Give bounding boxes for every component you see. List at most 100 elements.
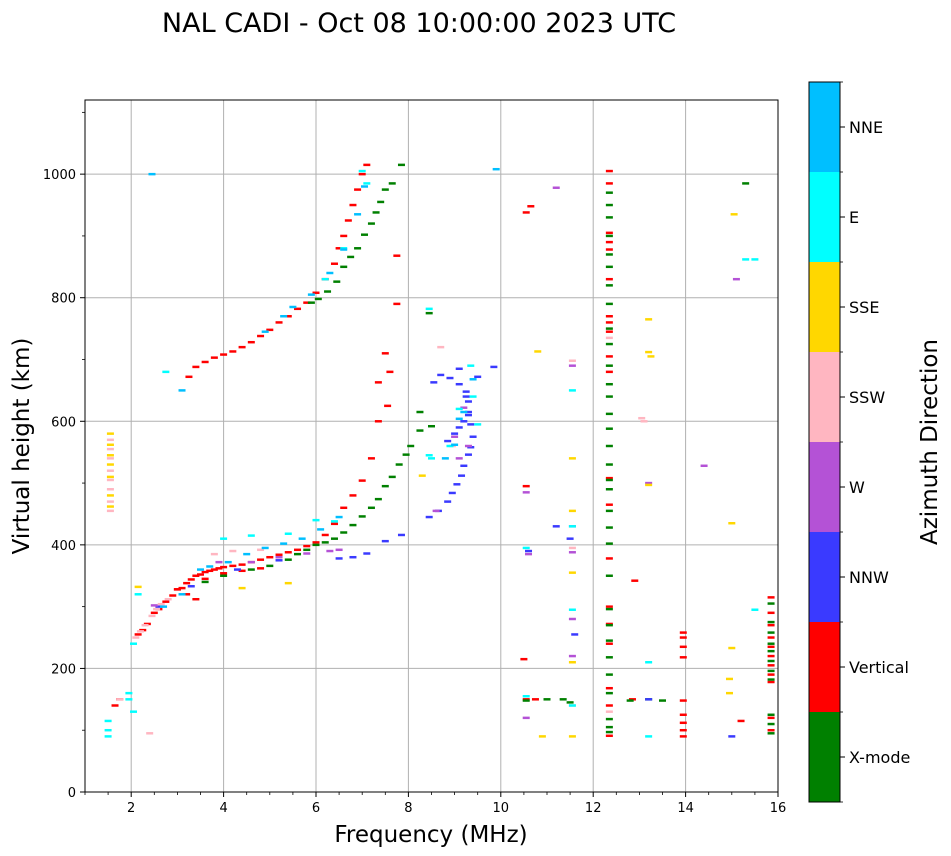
echo-point-x-mode — [767, 620, 775, 624]
echo-point-x-mode — [605, 444, 613, 448]
echo-point-nne — [455, 417, 463, 421]
x-axis-ticks: 2 4 6 8 10 12 14 16 — [84, 792, 787, 816]
echo-point-x-mode — [307, 301, 315, 304]
chart-title: NAL CADI - Oct 08 10:00:00 2023 UTC — [162, 8, 676, 39]
echo-point-vertical — [340, 234, 348, 238]
echo-point-x-mode — [397, 163, 405, 167]
echo-point-e — [446, 444, 454, 448]
echo-point-w — [247, 560, 255, 564]
echo-point-x-mode — [559, 698, 567, 701]
echo-point-vertical — [767, 611, 775, 615]
echo-point-x-mode — [522, 699, 530, 702]
echo-point-nnw — [446, 376, 454, 380]
colorbar-frame — [808, 81, 841, 803]
echo-point-x-mode — [340, 531, 348, 534]
echo-point-vertical — [679, 656, 687, 659]
echo-point-x-mode — [605, 191, 613, 194]
echo-point-vertical — [531, 698, 539, 701]
echo-point-vertical — [767, 596, 775, 599]
echo-point-ssw — [640, 420, 648, 423]
colorbar-tick-label: NNE — [849, 118, 883, 137]
echo-point-vertical — [178, 586, 186, 590]
echo-point-vertical — [312, 291, 320, 295]
echo-point-x-mode — [605, 395, 613, 398]
echo-point-e — [363, 182, 371, 185]
echo-point-vertical — [767, 680, 775, 684]
echo-point-nne — [206, 565, 214, 568]
echo-point-vertical — [767, 623, 775, 627]
echo-point-nnw — [453, 483, 461, 486]
echo-point-sse — [106, 454, 114, 457]
echo-point-x-mode — [354, 247, 362, 250]
echo-point-vertical — [520, 657, 528, 661]
y-tick-label: 200 — [51, 662, 76, 677]
echo-point-e — [751, 258, 759, 261]
echo-point-nnw — [460, 420, 468, 423]
echo-point-x-mode — [324, 290, 332, 293]
echo-point-vertical — [605, 355, 613, 358]
echo-point-ssw — [146, 732, 154, 735]
echo-point-e — [568, 525, 576, 528]
echo-point-vertical — [312, 541, 320, 544]
colorbar-swatch-x-mode — [809, 712, 840, 802]
echo-point-nne — [178, 389, 186, 392]
echo-point-nne — [224, 560, 232, 564]
echo-point-ssw — [157, 602, 165, 606]
echo-point-nne — [261, 546, 269, 550]
echo-point-e — [130, 710, 138, 713]
colorbar-swatch-vertical — [809, 622, 840, 712]
echo-point-x-mode — [767, 713, 775, 717]
echo-point-x-mode — [605, 488, 613, 491]
echo-point-vertical — [679, 636, 687, 639]
echo-point-vertical — [605, 704, 613, 707]
echo-point-e — [645, 735, 653, 738]
echo-point-vertical — [605, 321, 613, 324]
echo-point-ssw — [164, 597, 172, 601]
echo-point-x-mode — [347, 255, 355, 259]
echo-point-vertical — [679, 721, 687, 725]
echo-point-vertical — [330, 262, 338, 265]
echo-point-w — [700, 464, 708, 468]
echo-point-x-mode — [605, 216, 613, 219]
echo-point-e — [568, 704, 576, 707]
echo-point-nne — [298, 537, 306, 540]
echo-point-nne — [307, 293, 315, 296]
echo-point-vertical — [229, 350, 237, 353]
echo-point-nne — [317, 528, 325, 531]
echo-point-nnw — [455, 382, 463, 386]
echo-point-vertical — [679, 728, 687, 732]
y-tick-label: 800 — [51, 292, 76, 307]
y-tick-label: 0 — [68, 786, 76, 801]
echo-point-nnw — [490, 365, 498, 369]
echo-point-vertical — [238, 569, 246, 573]
colorbar-swatch-e — [809, 172, 840, 262]
echo-point-vertical — [605, 182, 613, 185]
echo-point-ssw — [116, 698, 124, 701]
echo-point-sse — [647, 355, 655, 358]
grid-lines — [85, 100, 778, 792]
echo-point-x-mode — [416, 410, 424, 414]
echo-point-vertical — [767, 645, 775, 649]
plot-area — [85, 100, 778, 792]
echo-point-vertical — [631, 579, 639, 582]
echo-point-e — [130, 642, 138, 645]
echo-point-vertical — [374, 381, 382, 384]
echo-point-x-mode — [626, 699, 634, 702]
x-tick-label: 16 — [770, 801, 787, 816]
echo-point-nnw — [187, 585, 195, 588]
echo-point-x-mode — [767, 642, 775, 645]
echo-point-ssw — [605, 336, 613, 340]
echo-point-vertical — [169, 594, 177, 597]
echo-point-x-mode — [605, 623, 613, 627]
echo-point-nnw — [464, 400, 472, 403]
echo-point-sse — [568, 457, 576, 460]
echo-point-x-mode — [767, 659, 775, 663]
echo-point-e — [125, 698, 133, 701]
echo-point-x-mode — [340, 265, 348, 269]
echo-point-x-mode — [742, 182, 750, 185]
echo-point-x-mode — [367, 222, 375, 225]
echo-point-e — [751, 608, 759, 611]
echo-point-w — [460, 406, 468, 409]
echo-point-vertical — [354, 188, 362, 191]
echo-point-nnw — [335, 557, 343, 560]
